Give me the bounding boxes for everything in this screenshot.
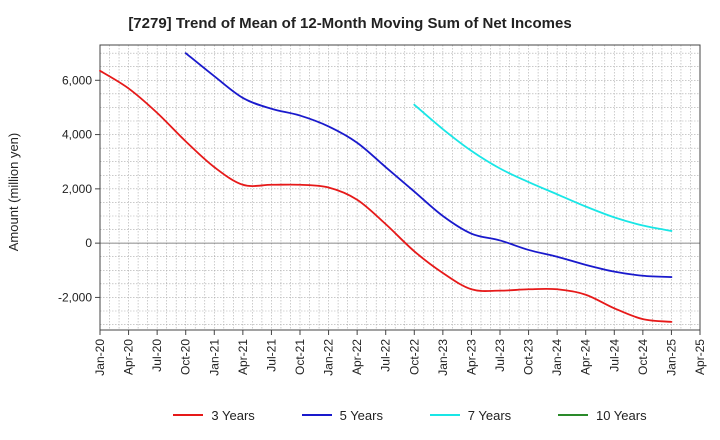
legend-item-5-years: 5 Years bbox=[301, 407, 383, 423]
x-tick-label: Apr-23 bbox=[464, 339, 478, 375]
grid-lines bbox=[100, 45, 700, 330]
x-tick-label: Jan-20 bbox=[93, 339, 107, 376]
x-tick-label: Oct-23 bbox=[522, 339, 536, 375]
legend-label: 7 Years bbox=[467, 407, 512, 423]
x-tick-label: Jan-21 bbox=[207, 339, 221, 376]
y-tick-label: 4,000 bbox=[62, 128, 92, 142]
y-tick-label: 2,000 bbox=[62, 182, 92, 196]
plot-frame bbox=[99, 44, 701, 331]
legend-swatch bbox=[173, 414, 204, 416]
series-line-5-years bbox=[184, 52, 673, 278]
legend-item-3-years: 3 Years bbox=[173, 407, 255, 423]
x-tick-label: Oct-24 bbox=[636, 339, 650, 375]
y-tick-label: -2,000 bbox=[58, 290, 92, 304]
x-tick-label: Apr-20 bbox=[122, 339, 136, 375]
legend-label: 10 Years bbox=[595, 407, 647, 423]
legend-label: 5 Years bbox=[339, 407, 383, 423]
x-tick-label: Jan-25 bbox=[664, 339, 678, 376]
series-lines bbox=[99, 52, 673, 323]
x-tick-label: Jul-22 bbox=[379, 339, 393, 372]
x-tick-label: Jan-22 bbox=[322, 339, 336, 376]
chart-title: [7279] Trend of Mean of 12-Month Moving … bbox=[128, 15, 572, 32]
legend-item-10-years: 10 Years bbox=[557, 407, 647, 423]
legend-swatch bbox=[557, 414, 588, 416]
x-tick-label: Apr-22 bbox=[350, 339, 364, 375]
legend-swatch bbox=[429, 414, 460, 416]
x-tick-label: Jul-24 bbox=[607, 339, 621, 372]
legend-item-7-years: 7 Years bbox=[429, 407, 512, 423]
x-tick-label: Jan-24 bbox=[550, 339, 564, 376]
series-line-7-years bbox=[413, 103, 673, 232]
x-tick-label: Apr-25 bbox=[693, 339, 707, 375]
x-tick-label: Oct-22 bbox=[407, 339, 421, 375]
x-tick-label: Jul-23 bbox=[493, 339, 507, 372]
y-tick-label: 0 bbox=[85, 236, 92, 250]
x-tick-label: Jul-20 bbox=[150, 339, 164, 372]
y-tick-label: 6,000 bbox=[62, 73, 92, 87]
x-tick-label: Oct-21 bbox=[293, 339, 307, 375]
series-line-3-years bbox=[99, 69, 673, 323]
x-tick-label: Apr-21 bbox=[236, 339, 250, 375]
x-tick-label: Apr-24 bbox=[579, 339, 593, 375]
y-axis-label: Amount (million yen) bbox=[6, 133, 21, 252]
legend: 3 Years 5 Years 7 Years 10 Years bbox=[150, 405, 670, 425]
axes: -2,000 0 2,000 4,000 6,000 Jan-20 Apr-20 Jul-20… bbox=[58, 44, 707, 376]
x-tick-label: Jan-23 bbox=[436, 339, 450, 376]
x-tick-label: Oct-20 bbox=[179, 339, 193, 375]
legend-swatch bbox=[301, 414, 332, 416]
x-tick-label: Jul-21 bbox=[264, 339, 278, 372]
legend-label: 3 Years bbox=[211, 407, 255, 423]
